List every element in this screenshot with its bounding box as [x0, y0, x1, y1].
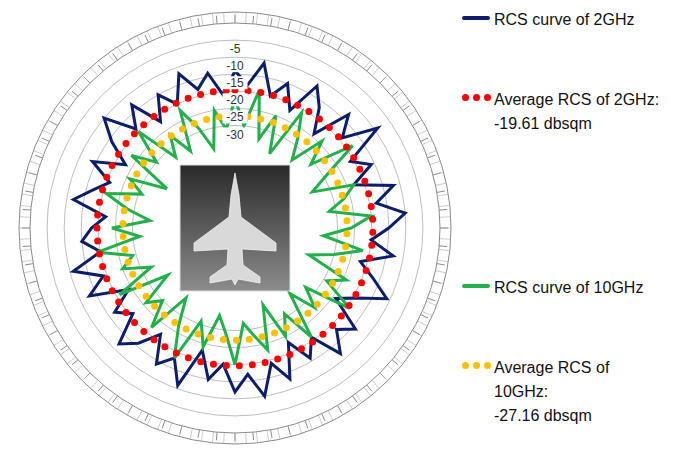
svg-text:-30: -30 [226, 128, 244, 142]
html-text:-27.16 dbsqm: -27.16 dbsqm [494, 407, 592, 424]
svg-text:-10: -10 [226, 59, 244, 73]
html-text:-19.61 dbsqm: -19.61 dbsqm [494, 115, 592, 132]
svg-text:-15: -15 [226, 76, 244, 90]
html-text:RCS curve of 2GHz: RCS curve of 2GHz [494, 11, 635, 28]
svg-text:-25: -25 [226, 110, 244, 124]
svg-text:-20: -20 [226, 93, 244, 107]
html-text:Average RCS of 10GHz:: Average RCS of 10GHz: [494, 359, 610, 400]
svg-text:-5: -5 [230, 42, 241, 56]
html-text:Average RCS of 2GHz:: Average RCS of 2GHz: [494, 91, 660, 108]
html-text:RCS curve of 10GHz: RCS curve of 10GHz [494, 279, 644, 296]
